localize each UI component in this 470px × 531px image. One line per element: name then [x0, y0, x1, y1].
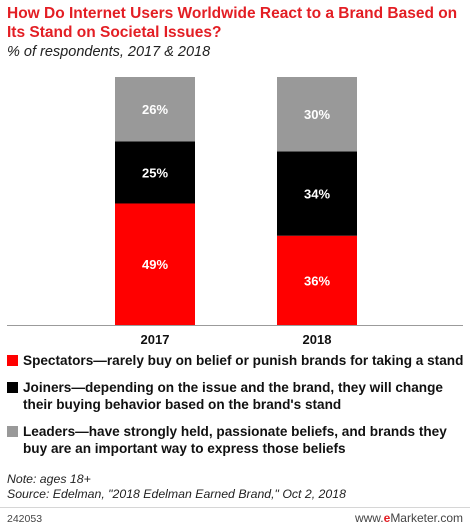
data-label-2018-1: 34% [304, 187, 330, 202]
emarketer-logo[interactable]: www.eMarketer.com [355, 511, 463, 525]
legend-swatch-leaders [7, 426, 18, 437]
x-tick-label-2018: 2018 [303, 332, 332, 347]
data-label-2017-0: 49% [142, 257, 168, 272]
chart-title: How Do Internet Users Worldwide React to… [7, 5, 458, 41]
chart-subtitle: % of respondents, 2017 & 2018 [7, 44, 211, 60]
data-label-2017-2: 26% [142, 102, 168, 117]
bar-segment-2017-1 [115, 141, 195, 204]
legend-item-spectators: Spectators—rarely buy on belief or punis… [7, 352, 465, 369]
legend-swatch-spectators [7, 355, 18, 366]
legend: Spectators—rarely buy on belief or punis… [7, 352, 465, 467]
data-label-2017-1: 25% [142, 165, 168, 180]
legend-label-spectators: Spectators—rarely buy on belief or punis… [23, 353, 464, 368]
bar-segment-2017-2 [115, 77, 195, 142]
footer-divider [0, 507, 470, 508]
bar-segment-2018-1 [277, 151, 357, 236]
chart-id: 242053 [7, 513, 43, 525]
x-tick-label-2017: 2017 [141, 332, 170, 347]
legend-swatch-joiners [7, 382, 18, 393]
stacked-bar-chart: 49% 25% 26% 2017 36% 34% 30% 2018 [7, 77, 463, 347]
data-label-2018-0: 36% [304, 273, 330, 288]
legend-item-joiners: Joiners—depending on the issue and the b… [7, 379, 465, 413]
legend-item-leaders: Leaders—have strongly held, passionate b… [7, 423, 465, 457]
legend-label-joiners: Joiners—depending on the issue and the b… [23, 380, 443, 412]
note-text: Note: ages 18+ [7, 472, 91, 486]
brand-rest: Marketer.com [390, 511, 463, 525]
brand-e: e [383, 511, 391, 525]
brand-prefix: www. [354, 511, 384, 525]
bar-segment-2018-2 [277, 77, 357, 152]
data-label-2018-2: 30% [304, 107, 330, 122]
bar-segment-2017-0 [115, 203, 195, 325]
source-text: Source: Edelman, "2018 Edelman Earned Br… [7, 487, 346, 501]
notes: Note: ages 18+ Source: Edelman, "2018 Ed… [7, 472, 346, 502]
bar-segment-2018-0 [277, 235, 357, 325]
legend-label-leaders: Leaders—have strongly held, passionate b… [23, 424, 447, 456]
